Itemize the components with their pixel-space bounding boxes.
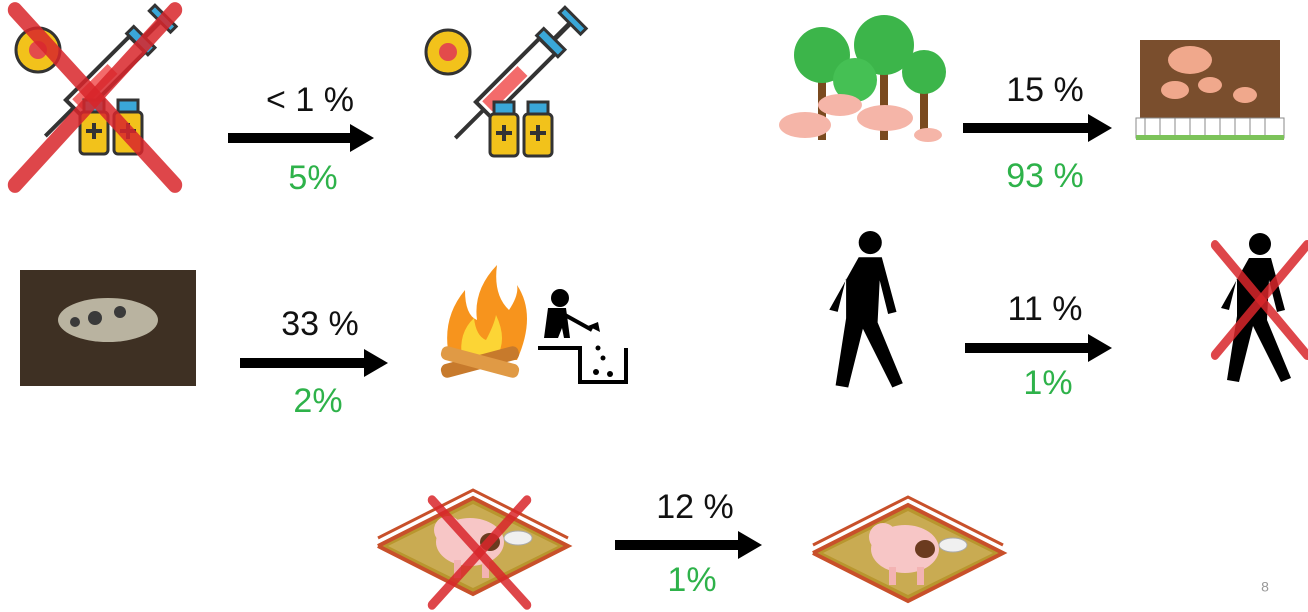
bottom-label: 1% bbox=[667, 561, 716, 599]
top-label: 15 % bbox=[1006, 71, 1084, 109]
outdoor-pigs-icon bbox=[779, 15, 946, 142]
dead-pig-photo bbox=[20, 270, 196, 386]
vaccine-icon bbox=[426, 7, 586, 156]
walker-icon bbox=[829, 231, 903, 387]
fenced-pen-icon bbox=[1136, 40, 1284, 140]
no-vaccine-icon bbox=[15, 5, 176, 185]
no-farm-icon bbox=[378, 490, 568, 605]
farm-icon bbox=[813, 497, 1003, 601]
burial-icon bbox=[538, 289, 626, 382]
page-number: 8 bbox=[1261, 579, 1269, 595]
bottom-label: 1% bbox=[1023, 364, 1072, 402]
fire-icon bbox=[440, 265, 527, 379]
arrow bbox=[963, 114, 1112, 142]
arrow bbox=[240, 349, 388, 377]
top-label: 11 % bbox=[1008, 290, 1083, 328]
top-label: 33 % bbox=[281, 305, 359, 343]
bottom-label: 2% bbox=[293, 382, 342, 420]
top-label: 12 % bbox=[656, 488, 734, 526]
slide: < 1 % 5% 15 % 93 % bbox=[0, 0, 1308, 612]
no-walker-icon bbox=[1215, 233, 1307, 382]
arrow bbox=[965, 334, 1112, 362]
arrow bbox=[228, 124, 374, 152]
bottom-label: 5% bbox=[288, 159, 337, 197]
arrow bbox=[615, 531, 762, 559]
bottom-label: 93 % bbox=[1006, 157, 1084, 195]
top-label: < 1 % bbox=[266, 81, 354, 119]
